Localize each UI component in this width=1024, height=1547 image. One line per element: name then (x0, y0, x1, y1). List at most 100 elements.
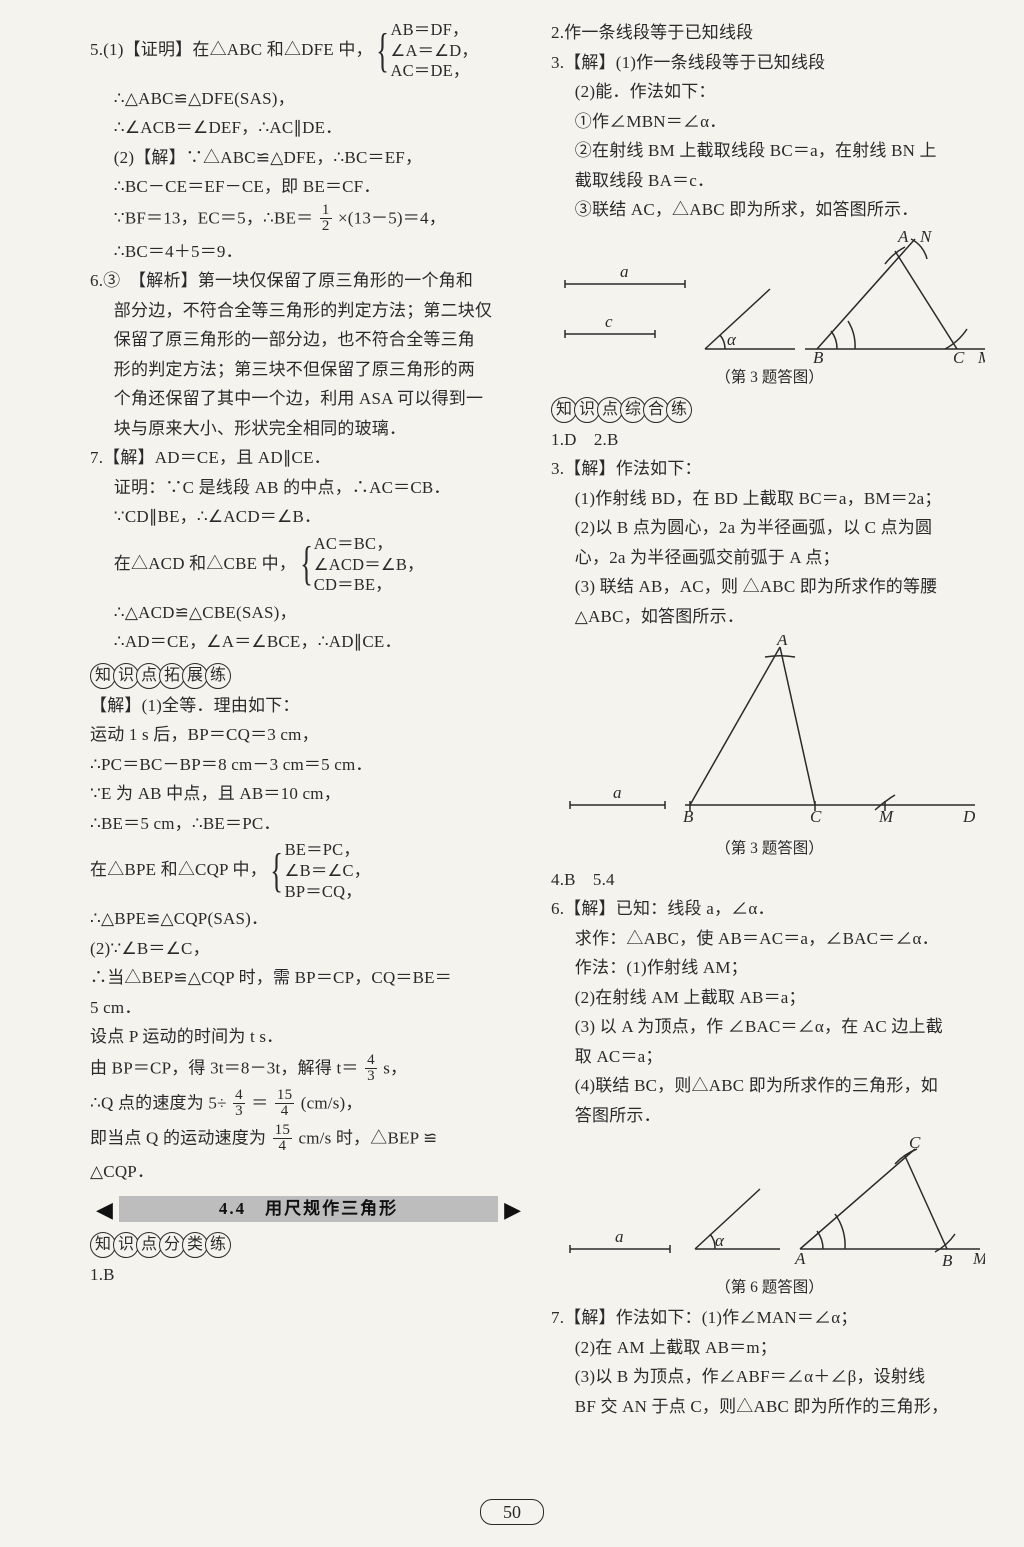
text: ∴BC－CE＝EF－CE，即 BE＝CF． (90, 174, 527, 200)
text: 7.【解】作法如下：(1)作∠MAN＝∠α； (551, 1305, 988, 1331)
pt-A: A (776, 635, 788, 649)
arrow-right-icon: ▶ (504, 1193, 521, 1226)
bubble: 练 (666, 397, 692, 423)
label-a: a (613, 783, 622, 802)
case: ∠A＝∠D， (390, 41, 478, 62)
text: 在△ACD 和△CBE 中， (114, 554, 296, 573)
text: ×(13－5)＝4， (338, 208, 446, 227)
text: (2)能．作法如下： (551, 79, 988, 105)
text: ∴△ABC≌△DFE(SAS)， (90, 86, 527, 112)
denominator: 4 (279, 1104, 291, 1119)
case: AC＝DE， (390, 61, 478, 82)
pt-M: M (977, 348, 985, 364)
pt-A: A (794, 1249, 806, 1268)
cases-stack: BE＝PC， ∠B＝∠C， BP＝CQ， (285, 840, 371, 902)
fraction: 4 3 (365, 1053, 377, 1084)
case: CD＝BE， (314, 575, 424, 596)
text: 即当点 Q 的运动速度为 15 4 cm/s 时，△BEP ≌ (90, 1124, 527, 1155)
case: ∠B＝∠C， (285, 861, 371, 882)
pt-M: M (972, 1249, 985, 1268)
numerator: 4 (365, 1053, 377, 1069)
text: 3.【解】(1)作一条线段等于已知线段 (551, 50, 988, 76)
page-root: 5.(1)【证明】在△ABC 和△DFE 中， { AB＝DF， ∠A＝∠D， … (0, 0, 1024, 1547)
text: 求作：△ABC，使 AB＝AC＝a，∠BAC＝∠α． (551, 926, 988, 952)
text: 证明：∵C 是线段 AB 的中点，∴AC＝CB． (90, 475, 527, 501)
text: (1)作射线 BD，在 BD 上截取 BC＝a，BM＝2a； (551, 486, 988, 512)
text: ∴△BPE≌△CQP(SAS)． (90, 906, 527, 932)
section-banner: ◀ 4.4 用尺规作三角形 ▶ (90, 1194, 527, 1224)
bubble-heading-zonghe: 知 识 点 综 合 练 (551, 397, 988, 423)
right-column: 2.作一条线段等于已知线段 3.【解】(1)作一条线段等于已知线段 (2)能．作… (551, 20, 988, 1485)
text: 6.【解】已知：线段 a，∠α． (551, 896, 988, 922)
p5-1-head: 5.(1)【证明】在△ABC 和△DFE 中， { AB＝DF， ∠A＝∠D， … (90, 20, 527, 82)
text: (3) 联结 AB，AC，则 △ABC 即为所求作的等腰 (551, 574, 988, 600)
pt-C: C (953, 348, 965, 364)
text: ∴当△BEP≌△CQP 时，需 BP＝CP，CQ＝BE＝ (90, 965, 527, 991)
text: ∵BF＝13，EC＝5，∴BE＝ 1 2 ×(13－5)＝4， (90, 204, 527, 235)
text: 2.作一条线段等于已知线段 (551, 20, 988, 46)
text: ∵E 为 AB 中点，且 AB＝10 cm， (90, 781, 527, 807)
text: ＝ (251, 1093, 268, 1112)
cases-stack: AB＝DF， ∠A＝∠D， AC＝DE， (390, 20, 478, 82)
text: 7.【解】AD＝CE，且 AD∥CE． (90, 445, 527, 471)
text: 【解】(1)全等．理由如下： (90, 693, 527, 719)
text: 取 AC＝a； (551, 1044, 988, 1070)
label-a: a (615, 1227, 624, 1246)
svg-fig6: a α (555, 1134, 985, 1274)
text: ②在射线 BM 上截取线段 BC＝a，在射线 BN 上 (551, 138, 988, 164)
brace-cases: { AB＝DF， ∠A＝∠D， AC＝DE， (377, 20, 478, 82)
text: s， (383, 1058, 407, 1077)
pt-B: B (942, 1251, 953, 1270)
pt-B: B (683, 807, 694, 826)
text: 1.B (90, 1262, 527, 1288)
bubble-heading-tuozhan: 知 识 点 拓 展 练 (90, 663, 527, 689)
text: 4.B 5.4 (551, 867, 988, 893)
text: 在△ACD 和△CBE 中， { AC＝BC， ∠ACD＝∠B， CD＝BE， (90, 534, 527, 596)
pt-C: C (810, 807, 822, 826)
text: 5.(1)【证明】在△ABC 和△DFE 中， (90, 40, 373, 59)
pt-M: M (878, 807, 894, 826)
bubble: 练 (205, 1232, 231, 1258)
text: 运动 1 s 后，BP＝CQ＝3 cm， (90, 722, 527, 748)
text: ①作∠MBN＝∠α． (551, 109, 988, 135)
left-brace-icon: { (271, 857, 284, 886)
text: 部分边，不符合全等三角形的判定方法；第二块仅 (90, 298, 527, 324)
text: 保留了原三角形的一部分边，也不符合全等三角 (90, 327, 527, 353)
pt-N: N (919, 229, 933, 246)
text: (2)【解】∵△ABC≌△DFE，∴BC＝EF， (90, 145, 527, 171)
text: 由 BP＝CP，得 3t＝8－3t，解得 t＝ 4 3 s， (90, 1054, 527, 1085)
text: 1.D 2.B (551, 427, 988, 453)
text: (2)以 B 点为圆心，2a 为半径画弧，以 C 点为圆 (551, 515, 988, 541)
text: ∵CD∥BE，∴∠ACD＝∠B． (90, 504, 527, 530)
text: 设点 P 运动的时间为 t s． (90, 1024, 527, 1050)
text: 由 BP＝CP，得 3t＝8－3t，解得 t＝ (90, 1058, 359, 1077)
text: (cm/s)， (301, 1093, 363, 1112)
fraction: 4 3 (233, 1088, 245, 1119)
text: cm/s 时，△BEP ≌ (299, 1128, 438, 1147)
text: 在△BPE 和△CQP 中， { BE＝PC， ∠B＝∠C， BP＝CQ， (90, 840, 527, 902)
numerator: 15 (275, 1088, 294, 1104)
fraction: 15 4 (273, 1123, 292, 1154)
denominator: 4 (276, 1139, 288, 1154)
figure-r3-top: a c α (551, 229, 988, 364)
left-brace-icon: { (300, 550, 313, 579)
text: ∵BF＝13，EC＝5，∴BE＝ (114, 208, 314, 227)
text: BF 交 AN 于点 C，则△ABC 即为所作的三角形， (551, 1394, 988, 1420)
svg-fig3-mid: a A (555, 635, 985, 835)
numerator: 1 (320, 203, 332, 219)
text: 3.【解】作法如下： (551, 456, 988, 482)
label-a: a (620, 262, 629, 281)
text: ③联结 AC，△ABC 即为所求，如答图所示． (551, 197, 988, 223)
svg-fig3-top: a c α (555, 229, 985, 364)
left-brace-icon: { (376, 37, 389, 66)
denominator: 3 (233, 1104, 245, 1119)
brace-cases: { BE＝PC， ∠B＝∠C， BP＝CQ， (271, 840, 370, 902)
pt-C: C (909, 1134, 921, 1152)
text: ∴BC＝4＋5＝9． (90, 239, 527, 265)
text: ∴PC＝BC－BP＝8 cm－3 cm＝5 cm． (90, 752, 527, 778)
text: △ABC，如答图所示． (551, 604, 988, 630)
text: (3) 以 A 为顶点，作 ∠BAC＝∠α，在 AC 边上截 (551, 1014, 988, 1040)
text: (4)联结 BC，则△ABC 即为所求作的三角形，如 (551, 1073, 988, 1099)
cases-stack: AC＝BC， ∠ACD＝∠B， CD＝BE， (314, 534, 424, 596)
text: ∴AD＝CE，∠A＝∠BCE，∴AD∥CE． (90, 629, 527, 655)
